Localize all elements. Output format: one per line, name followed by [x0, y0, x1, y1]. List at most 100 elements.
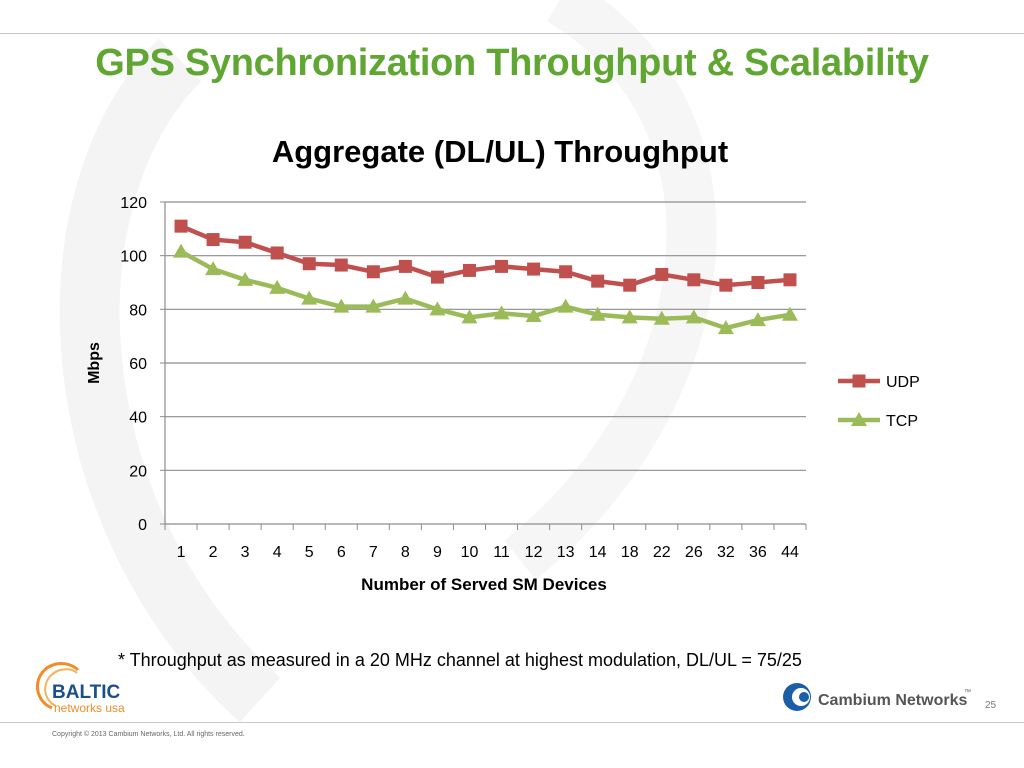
data-point [719, 278, 733, 292]
x-tick-label: 8 [401, 544, 410, 561]
baltic-networks-logo: BALTIC networks usa [36, 662, 125, 715]
y-tick-label: 100 [120, 249, 147, 266]
x-tick-label: 6 [337, 544, 346, 561]
x-tick-label: 4 [273, 544, 282, 561]
x-tick-label: 13 [557, 544, 575, 561]
cambium-networks-logo: Cambium Networks ™ [783, 683, 971, 711]
x-tick-label: 11 [493, 544, 510, 561]
x-tick-label: 2 [209, 544, 218, 561]
legend-item-udp: UDP [838, 374, 920, 391]
data-point [527, 262, 541, 276]
y-tick-label: 60 [129, 356, 147, 373]
data-point [687, 273, 701, 287]
y-axis-label: Mbps [86, 342, 103, 384]
x-tick-label: 3 [241, 544, 250, 561]
cambium-swirl-icon [783, 683, 811, 711]
cambium-tm-mark: ™ [964, 689, 971, 696]
series-udp [174, 219, 797, 292]
data-point [429, 301, 446, 316]
page-number: 25 [985, 700, 997, 711]
legend-marker [851, 412, 867, 426]
data-point [589, 306, 606, 321]
data-point [591, 274, 605, 288]
x-tick-label: 18 [621, 544, 639, 561]
chart-title: Aggregate (DL/UL) Throughput [271, 134, 729, 169]
data-point [302, 257, 316, 271]
data-point [206, 233, 220, 247]
data-point [269, 279, 286, 294]
x-tick-label: 12 [525, 544, 543, 561]
data-point [525, 308, 542, 323]
legend-marker [852, 374, 866, 388]
data-point [749, 312, 766, 327]
data-point [174, 219, 188, 233]
x-tick-label: 5 [305, 544, 314, 561]
footnote: * Throughput as measured in a 20 MHz cha… [118, 650, 802, 670]
data-point [430, 270, 444, 284]
x-tick-label: 10 [461, 544, 479, 561]
x-tick-label: 36 [749, 544, 767, 561]
data-point [333, 298, 350, 313]
data-point [717, 320, 734, 335]
data-point [783, 273, 797, 287]
data-point [237, 271, 254, 286]
data-point [461, 309, 478, 324]
data-point [301, 290, 318, 305]
x-tick-label: 1 [177, 544, 186, 561]
x-tick-label: 7 [369, 544, 378, 561]
data-point [653, 310, 670, 325]
x-tick-label: 22 [653, 544, 671, 561]
y-tick-label: 20 [129, 463, 147, 480]
data-point [173, 243, 190, 258]
slide-title: GPS Synchronization Throughput & Scalabi… [95, 42, 929, 84]
axes [160, 201, 807, 530]
data-point [781, 306, 798, 321]
x-tick-label: 32 [717, 544, 735, 561]
data-point [621, 309, 638, 324]
data-point [623, 278, 637, 292]
legend: UDP TCP [838, 374, 920, 430]
data-point [493, 305, 510, 320]
data-point [557, 298, 574, 313]
baltic-logo-subtext: networks usa [54, 701, 125, 715]
y-tick-label: 80 [129, 302, 147, 319]
data-point [655, 267, 669, 281]
x-tick-label: 44 [781, 544, 799, 561]
data-point [205, 261, 222, 276]
data-point [462, 263, 476, 277]
baltic-logo-text: BALTIC [52, 682, 121, 703]
data-point [751, 276, 765, 289]
legend-label: UDP [886, 374, 920, 391]
data-point [495, 259, 509, 273]
data-point [270, 246, 284, 260]
bottom-divider [0, 722, 1024, 723]
y-tick-labels: 0 20 40 60 80 100 120 [120, 195, 147, 534]
gridlines [165, 201, 806, 471]
x-tick-label: 26 [685, 544, 703, 561]
data-point [685, 309, 702, 324]
x-tick-labels: 1 2 3 4 5 6 7 8 9 10 11 12 13 14 18 22 26 32 36 44 [177, 544, 799, 561]
series [173, 219, 798, 335]
copyright-notice: Copyright © 2013 Cambium Networks, Ltd. … [52, 731, 245, 738]
data-point [398, 259, 412, 273]
series-tcp [173, 243, 798, 335]
legend-item-tcp: TCP [838, 412, 918, 430]
data-point [366, 265, 380, 279]
top-divider [0, 33, 1024, 34]
legend-label: TCP [886, 413, 918, 430]
y-tick-label: 40 [129, 410, 147, 427]
cambium-logo-text: Cambium Networks [818, 692, 967, 709]
data-point [397, 290, 414, 305]
x-tick-label: 9 [433, 544, 442, 561]
data-point [238, 235, 252, 249]
data-point [334, 258, 348, 272]
x-tick-label: 14 [589, 544, 607, 561]
data-point [365, 298, 382, 313]
data-point [559, 265, 573, 279]
y-tick-label: 120 [120, 195, 147, 212]
y-tick-label: 0 [138, 517, 147, 534]
x-axis-label: Number of Served SM Devices [361, 575, 607, 594]
